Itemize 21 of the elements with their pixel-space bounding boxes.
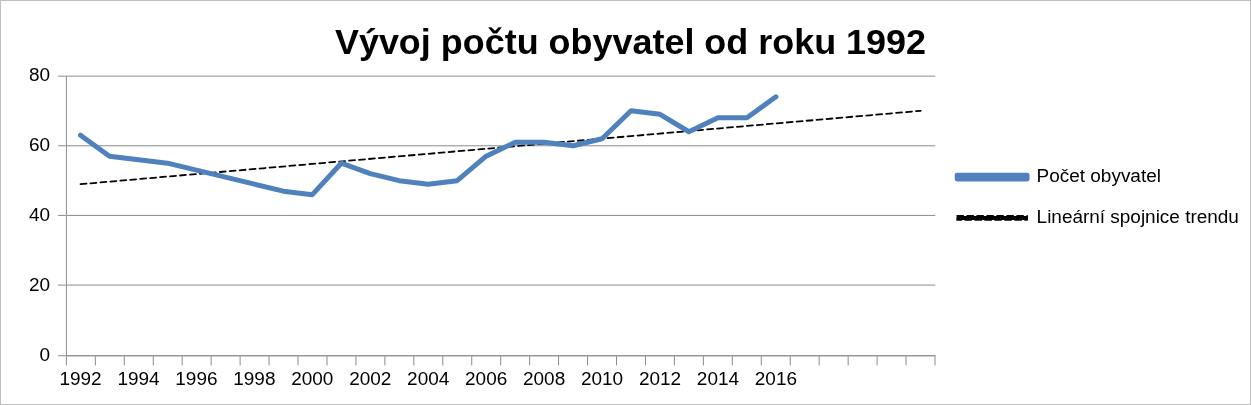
x-tick-label: 2006 (465, 367, 508, 389)
y-tick-label: 0 (39, 343, 51, 365)
x-tick-label: 2012 (638, 367, 682, 389)
x-tick-label: 2002 (349, 367, 392, 389)
x-tick-label: 2008 (523, 367, 566, 389)
y-tick-label: 60 (28, 133, 51, 155)
x-tick-label: 1994 (117, 367, 160, 389)
legend-label: Počet obyvatel (1036, 165, 1161, 187)
chart-title: Vývoj počtu obyvatel od roku 1992 (334, 22, 927, 63)
x-tick-label: 2014 (696, 367, 740, 389)
x-tick-label: 1992 (59, 367, 102, 389)
x-tick-label: 2000 (291, 367, 334, 389)
y-tick-label: 20 (28, 273, 51, 295)
x-tick-label: 1996 (175, 367, 218, 389)
y-tick-label: 40 (28, 203, 51, 225)
legend-label: Lineární spojnice trendu (1036, 206, 1239, 228)
x-tick-label: 1998 (233, 367, 276, 389)
x-tick-label: 2016 (754, 367, 797, 389)
y-tick-label: 80 (28, 64, 51, 86)
x-tick-label: 2004 (407, 367, 450, 389)
x-tick-label: 2010 (580, 367, 624, 389)
